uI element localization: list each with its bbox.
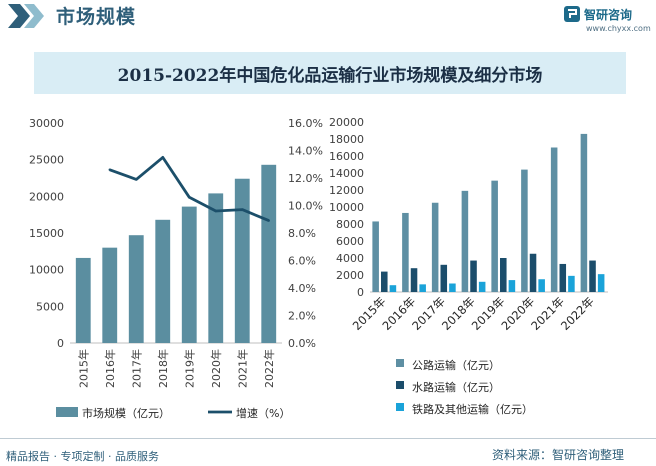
segment-bar-road — [521, 169, 528, 292]
right-y-tick: 10000 — [329, 201, 364, 214]
market-size-bar — [208, 193, 224, 343]
growth-point — [214, 209, 217, 213]
segment-bar-road — [402, 212, 409, 292]
growth-point — [108, 168, 111, 171]
footer-source: 资料来源：智研咨询整理 — [492, 448, 625, 462]
segment-bar-road — [461, 190, 469, 292]
segment-bar-rail — [597, 274, 605, 292]
left-x-tick: 2022年 — [262, 349, 276, 388]
left-y-tick: 25000 — [29, 154, 64, 167]
market-size-bar — [128, 235, 144, 343]
market-size-chart: 0 5000 10000 15000 20000 25000 30000 0.0% 2.0% 4.… — [29, 117, 323, 420]
left-y2-tick: 10.0% — [288, 200, 323, 213]
growth-point — [161, 156, 164, 159]
left-y2-tick: 4.0% — [288, 282, 316, 295]
left-y-tick: 10000 — [29, 264, 64, 277]
growth-point — [267, 219, 270, 222]
right-y-tick: 8000 — [336, 218, 364, 231]
segment-bar-road — [431, 202, 439, 292]
left-x-tick: 2021年 — [235, 349, 249, 388]
market-size-bar — [181, 206, 197, 343]
left-y2-tick: 14.0% — [288, 145, 323, 158]
segment-bar-rail — [538, 279, 545, 292]
legend-label-water: 水路运输（亿元） — [412, 380, 500, 394]
legend-swatch-road — [396, 359, 404, 367]
right-y-tick: 16000 — [329, 150, 364, 163]
market-size-bar — [234, 178, 250, 343]
right-y-tick: 6000 — [336, 235, 364, 248]
segment-bar-water — [440, 264, 448, 292]
left-x-tick: 2015年 — [76, 349, 90, 388]
left-y-tick: 20000 — [29, 190, 64, 203]
brand: 智研咨询 www.chyxx.com — [563, 4, 653, 36]
segment-bar-road — [550, 147, 558, 292]
chart-title: 2015-2022年中国危化品运输行业市场规模及细分市场 — [117, 66, 543, 86]
legend-swatch-water — [396, 381, 404, 389]
segment-bar-rail — [508, 280, 516, 292]
left-y-tick: 5000 — [36, 300, 64, 313]
brand-url: www.chyxx.com — [586, 24, 651, 33]
segment-bar-water — [381, 271, 388, 292]
segment-bar-water — [559, 263, 567, 292]
right-y-tick: 0 — [357, 286, 364, 299]
legend-label-road: 公路运输（亿元） — [412, 358, 500, 372]
segment-bar-road — [491, 180, 498, 292]
legend-label-growth: 增速（%） — [236, 406, 290, 420]
growth-point — [188, 196, 191, 199]
header-title: 市场规模 — [56, 6, 137, 28]
segment-chart: 0 2000 4000 6000 8000 10000 12000 14000 16000 180… — [329, 116, 608, 416]
right-y-tick: 12000 — [329, 184, 364, 197]
left-y2-tick: 2.0% — [288, 310, 316, 323]
chevron-logo-icon — [8, 4, 44, 28]
left-y-tick: 30000 — [29, 117, 64, 130]
left-y-tick: 15000 — [29, 227, 64, 240]
left-y2-tick: 8.0% — [288, 227, 316, 240]
segment-bar-water — [589, 260, 596, 292]
segment-bar-rail — [389, 285, 397, 292]
market-size-bar — [261, 164, 277, 343]
left-y2-tick: 6.0% — [288, 255, 316, 268]
market-size-bar — [102, 247, 118, 343]
segment-bar-rail — [419, 284, 426, 292]
left-x-tick: 2019年 — [182, 349, 196, 388]
segment-bar-road — [372, 221, 379, 292]
right-y-tick: 20000 — [329, 116, 364, 129]
brand-logo-icon — [564, 6, 580, 22]
market-size-bar — [155, 219, 171, 343]
header-bar: 市场规模 智研咨询 www.chyxx.com — [0, 0, 656, 38]
left-y2-tick: 16.0% — [288, 117, 323, 130]
right-y-tick: 14000 — [329, 167, 364, 180]
legend-swatch-market-size — [56, 407, 78, 417]
growth-point — [241, 208, 244, 211]
right-x-tick: 2022年 — [558, 294, 597, 333]
left-x-tick: 2018年 — [156, 349, 170, 388]
segment-bar-water — [529, 253, 537, 292]
left-x-tick: 2017年 — [129, 349, 143, 388]
segment-bar-road — [580, 133, 588, 292]
left-y2-tick: 12.0% — [288, 172, 323, 185]
segment-bar-water — [500, 258, 507, 292]
right-y-tick: 18000 — [329, 133, 364, 146]
title-band: 2015-2022年中国危化品运输行业市场规模及细分市场 — [34, 52, 626, 94]
right-y-tick: 4000 — [336, 252, 364, 265]
charts-canvas: 0500010000150002000025000300000.0%2.0%4.… — [29, 116, 608, 420]
market-size-bar — [75, 257, 91, 343]
segment-bar-rail — [568, 275, 575, 292]
left-x-tick: 2016年 — [103, 349, 117, 388]
left-y2-tick: 0.0% — [288, 337, 316, 350]
footer-divider — [0, 438, 656, 439]
brand-name: 智研咨询 — [584, 8, 633, 22]
legend-swatch-rail — [396, 403, 404, 411]
legend-label-market-size: 市场规模（亿元） — [82, 406, 170, 420]
segment-bar-rail — [478, 281, 486, 292]
left-y-tick: 0 — [57, 337, 64, 350]
segment-bar-water — [410, 268, 418, 292]
segment-bar-water — [470, 260, 477, 292]
segment-bar-rail — [449, 283, 456, 292]
legend-label-rail: 铁路及其他运输（亿元） — [412, 402, 533, 416]
left-x-tick: 2020年 — [209, 349, 223, 388]
growth-point — [135, 178, 138, 181]
right-y-tick: 2000 — [336, 269, 364, 282]
footer-slogan: 精品报告 · 专项定制 · 品质服务 — [6, 450, 159, 463]
